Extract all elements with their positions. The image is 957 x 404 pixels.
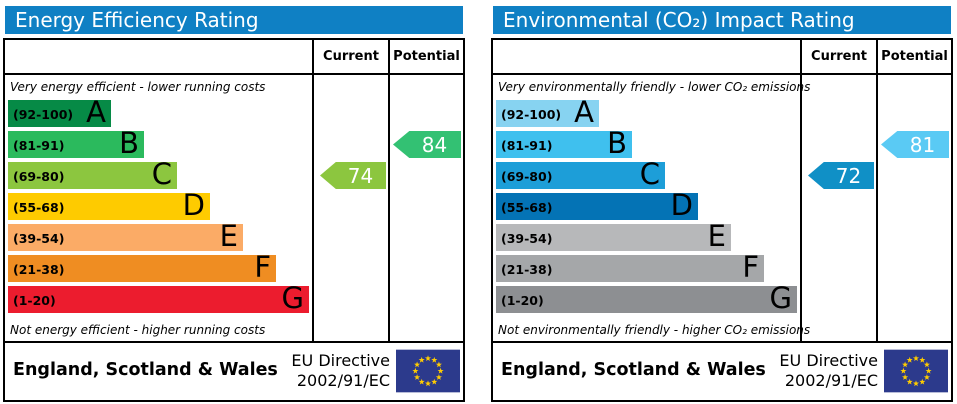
band-letter: D <box>182 188 205 222</box>
column-divider <box>388 40 390 341</box>
top-caption: Very environmentally friendly - lower CO… <box>498 80 811 94</box>
eu-directive-line2: 2002/91/EC <box>296 371 390 390</box>
band-range-label: (92-100) <box>13 107 74 122</box>
potential-column-header: Potential <box>881 49 948 64</box>
panel-footer: England, Scotland & Wales EU Directive 2… <box>3 343 465 402</box>
header-divider <box>493 73 951 75</box>
band-letter: C <box>639 157 660 191</box>
band-letter: A <box>574 95 594 129</box>
band-range-label: (81-91) <box>501 138 553 153</box>
band-row: (92-100) A <box>8 95 111 129</box>
panel-title: Energy Efficiency Rating <box>5 6 463 34</box>
band-row: (21-38) F <box>8 250 276 284</box>
column-divider <box>312 40 314 341</box>
band-row: (92-100) A <box>496 95 599 129</box>
band-letter: C <box>151 157 172 191</box>
band-row: (39-54) E <box>8 219 243 253</box>
band-letter: E <box>219 219 238 253</box>
panel-title: Environmental (CO₂) Impact Rating <box>493 6 951 34</box>
environmental-impact-panel: Environmental (CO₂) Impact Rating Curren… <box>489 0 955 404</box>
band-letter: G <box>281 281 304 315</box>
energy-efficiency-panel: Energy Efficiency Rating Current Potenti… <box>1 0 467 404</box>
header-divider <box>5 73 463 75</box>
band-range-label: (21-38) <box>501 262 553 277</box>
bottom-caption: Not environmentally friendly - higher CO… <box>498 323 811 337</box>
band-row: (69-80) C <box>8 157 177 191</box>
region-label: England, Scotland & Wales <box>501 360 766 380</box>
top-caption: Very energy efficient - lower running co… <box>10 80 266 94</box>
panel-footer: England, Scotland & Wales EU Directive 2… <box>491 343 953 402</box>
band-range-label: (69-80) <box>13 169 65 184</box>
band-range-label: (1-20) <box>501 293 544 308</box>
band-letter: B <box>119 126 139 160</box>
eu-flag-icon <box>396 349 460 393</box>
region-label: England, Scotland & Wales <box>13 360 278 380</box>
band-row: (1-20) G <box>496 281 797 315</box>
band-range-label: (39-54) <box>13 231 65 246</box>
eu-directive-line1: EU Directive <box>779 351 878 370</box>
band-letter: F <box>742 250 759 284</box>
band-row: (81-91) B <box>8 126 144 160</box>
band-row: (1-20) G <box>8 281 309 315</box>
band-range-label: (21-38) <box>13 262 65 277</box>
current-rating-arrow: 74 <box>320 162 386 189</box>
column-divider <box>800 40 802 341</box>
band-range-label: (39-54) <box>501 231 553 246</box>
bottom-caption: Not energy efficient - higher running co… <box>10 323 266 337</box>
potential-column-header: Potential <box>393 49 460 64</box>
band-letter: A <box>86 95 106 129</box>
band-range-label: (92-100) <box>501 107 562 122</box>
band-range-label: (81-91) <box>13 138 65 153</box>
eu-directive-line1: EU Directive <box>291 351 390 370</box>
potential-rating-arrow: 81 <box>881 131 949 158</box>
band-row: (21-38) F <box>496 250 764 284</box>
rating-bands: (92-100) A (81-91) B (69-80) C (55-68) D (39-54)… <box>8 95 309 317</box>
eu-flag-icon <box>884 349 948 393</box>
band-letter: B <box>607 126 627 160</box>
band-range-label: (69-80) <box>501 169 553 184</box>
current-column-header: Current <box>811 49 867 64</box>
band-range-label: (55-68) <box>13 200 65 215</box>
band-row: (69-80) C <box>496 157 665 191</box>
potential-rating-arrow: 84 <box>393 131 461 158</box>
rating-table: Current Potential Very energy efficient … <box>3 38 465 343</box>
band-letter: D <box>670 188 693 222</box>
band-range-label: (55-68) <box>501 200 553 215</box>
column-divider <box>876 40 878 341</box>
band-range-label: (1-20) <box>13 293 56 308</box>
band-row: (81-91) B <box>496 126 632 160</box>
band-letter: G <box>769 281 792 315</box>
eu-directive-label: EU Directive 2002/91/EC <box>779 351 878 391</box>
band-row: (39-54) E <box>496 219 731 253</box>
eu-directive-line2: 2002/91/EC <box>784 371 878 390</box>
rating-bands: (92-100) A (81-91) B (69-80) C (55-68) D (39-54)… <box>496 95 797 317</box>
eu-directive-label: EU Directive 2002/91/EC <box>291 351 390 391</box>
rating-table: Current Potential Very environmentally f… <box>491 38 953 343</box>
band-row: (55-68) D <box>8 188 210 222</box>
band-letter: E <box>707 219 726 253</box>
band-letter: F <box>254 250 271 284</box>
current-column-header: Current <box>323 49 379 64</box>
band-row: (55-68) D <box>496 188 698 222</box>
current-rating-arrow: 72 <box>808 162 874 189</box>
